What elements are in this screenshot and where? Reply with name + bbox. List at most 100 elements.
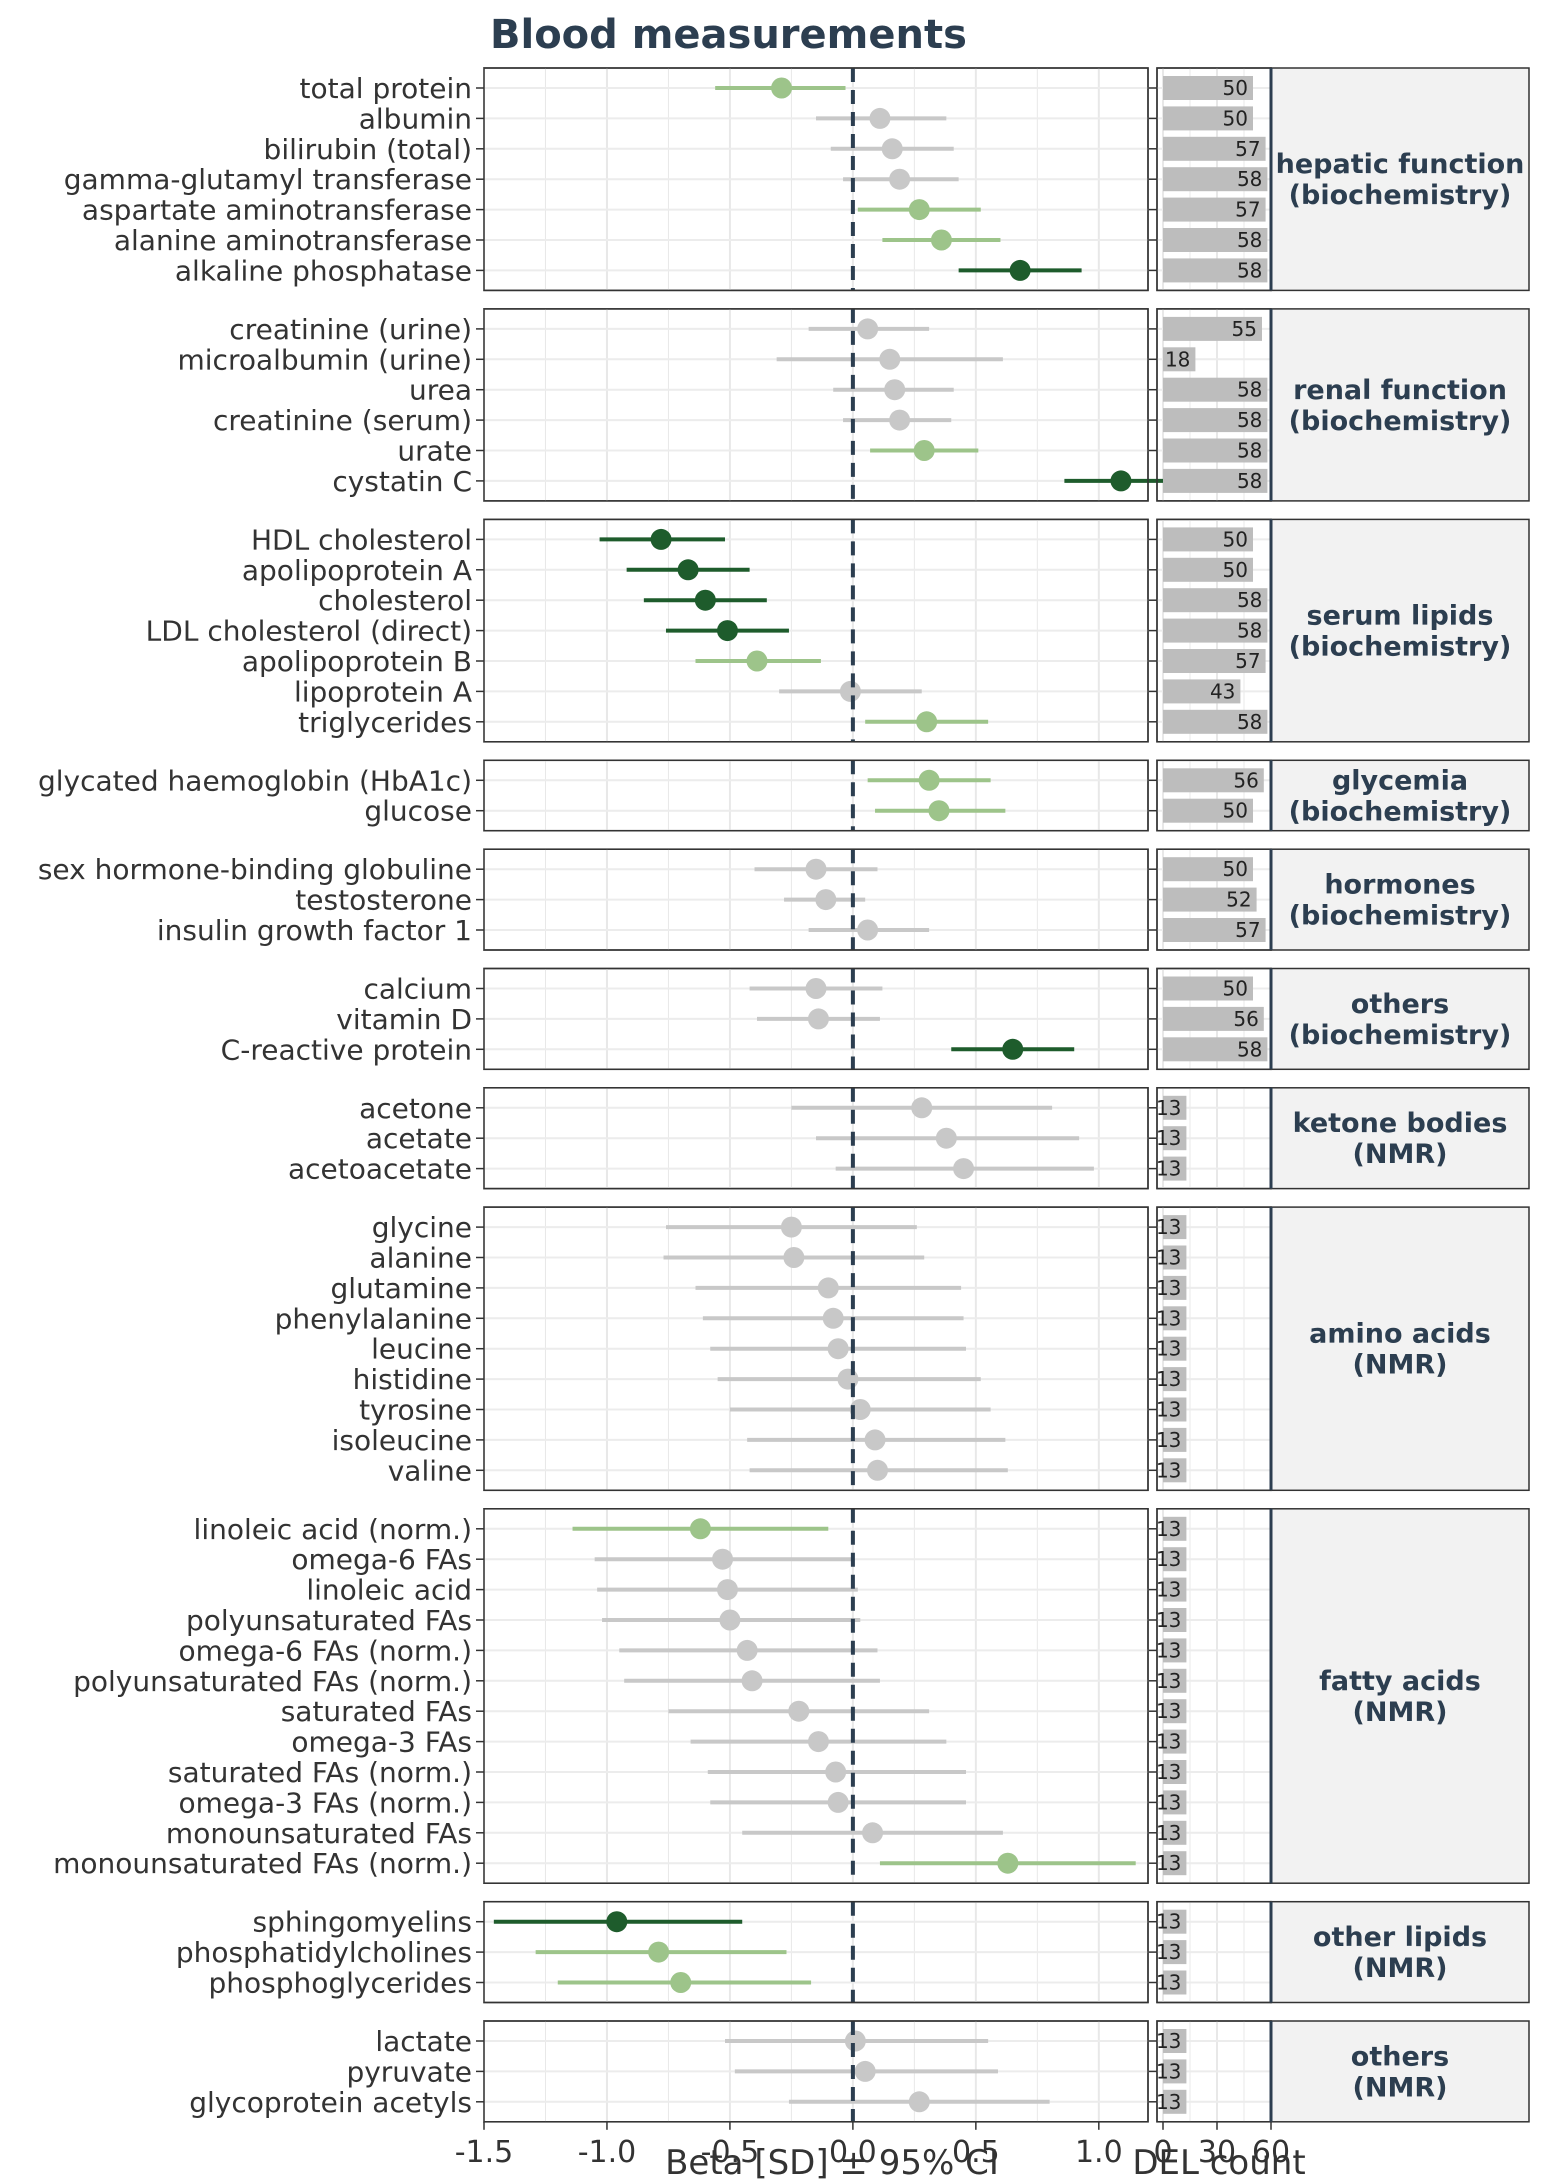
forest-panel-border [483, 1206, 1149, 1492]
count-bar-label: 13 [1156, 1940, 1181, 1964]
group-strip-label-line: amino acids [1309, 1319, 1491, 1350]
count-bar [1163, 857, 1253, 882]
count-bar [1163, 468, 1268, 493]
estimate-point [670, 1972, 692, 1993]
group-strip-label-line: other lipids [1313, 1922, 1487, 1953]
count-bar-label: 50 [1223, 799, 1248, 823]
count-x-tick-label: 30 [1198, 2135, 1236, 2170]
y-tick-label: triglycerides [298, 706, 472, 739]
count-bar [1163, 408, 1268, 433]
count-bar-label: 13 [1156, 1306, 1181, 1330]
count-bar [1163, 1790, 1187, 1815]
y-tick-label: phosphoglycerides [208, 1967, 472, 2000]
forest-panel-frame [483, 308, 1149, 502]
group-strip-label: fatty acids (NMR) [1319, 1666, 1481, 1728]
group-strip-label: ketone bodies (NMR) [1293, 1108, 1508, 1170]
y-tick-label: leucine [371, 1333, 472, 1366]
forest-panel-frame [483, 759, 1149, 832]
strip-panel [1270, 967, 1530, 1071]
y-tick-label: microalbumin (urine) [178, 343, 473, 376]
y-tick-label: lactate [375, 2025, 472, 2058]
count-bar [1163, 1458, 1187, 1483]
y-tick-label: polyunsaturated FAs [186, 1604, 472, 1637]
y-tick-label: lipoprotein A [294, 675, 472, 708]
count-bar [1163, 887, 1257, 912]
count-bar [1163, 377, 1268, 402]
group-strip-label-line: glycemia [1332, 766, 1468, 797]
x-tick-label: 0.5 [952, 2135, 1000, 2170]
count-bar [1163, 798, 1253, 823]
count-bar [1163, 258, 1268, 283]
count-bar-label: 13 [1156, 1790, 1181, 1814]
estimate-point [857, 318, 879, 340]
y-tick-label: tyrosine [359, 1394, 472, 1427]
count-bar [1163, 1668, 1187, 1693]
count-bar-label: 13 [1156, 1971, 1181, 1995]
strip-panel [1270, 1087, 1530, 1190]
group-strip-label-line: (biochemistry) [1289, 901, 1512, 932]
count-bar [1163, 1577, 1187, 1602]
y-tick-label: glycoprotein acetyls [189, 2086, 472, 2119]
count-bar [1163, 136, 1266, 161]
count-bar [1163, 167, 1268, 192]
x-tick-label: 1.0 [1075, 2135, 1123, 2170]
count-bar [1163, 1940, 1187, 1965]
group-strip-label-line: (NMR) [1353, 2072, 1448, 2103]
count-bar-label: 58 [1237, 258, 1262, 282]
count-bar [1163, 2029, 1187, 2053]
y-tick-label: albumin [359, 102, 472, 135]
forest-panel-border [483, 848, 1149, 951]
count-bar-label: 13 [1156, 1547, 1181, 1571]
count-bar [1163, 527, 1253, 552]
estimate-point [916, 711, 938, 733]
count-bar-label: 52 [1226, 888, 1251, 912]
strip-panel [1270, 2020, 1530, 2123]
estimate-point [805, 978, 827, 999]
estimate-point [935, 1127, 957, 1149]
y-tick-label: apolipoprotein B [242, 645, 472, 678]
y-tick-label: saturated FAs [281, 1695, 472, 1728]
y-tick-label: acetone [359, 1092, 472, 1125]
estimate-point [953, 1158, 975, 1180]
estimate-point [1002, 1038, 1024, 1060]
count-bar [1163, 1006, 1264, 1031]
count-bar [1163, 1851, 1187, 1876]
y-tick-label: histidine [353, 1363, 472, 1396]
y-tick-label: polyunsaturated FAs (norm.) [73, 1665, 472, 1698]
count-bar-label: 13 [1156, 1096, 1181, 1120]
count-bar [1163, 197, 1266, 222]
y-tick-label: testosterone [295, 884, 472, 917]
estimate-point [864, 1429, 886, 1451]
group-strip-label: other lipids (NMR) [1313, 1922, 1487, 1984]
y-tick-label: aspartate aminotransferase [82, 194, 472, 227]
count-bar-label: 58 [1237, 1037, 1262, 1061]
estimate-point [716, 620, 738, 642]
y-tick-label: omega-6 FAs [291, 1543, 472, 1576]
strip-panel [1270, 1206, 1530, 1492]
count-bar [1163, 1367, 1187, 1392]
y-tick-label: glycated haemoglobin (HbA1c) [38, 764, 472, 797]
estimate-point [689, 1518, 711, 1540]
estimate-point [1110, 470, 1132, 492]
count-bar [1163, 588, 1268, 613]
estimate-point [805, 858, 827, 880]
strip-panel [1270, 1900, 1530, 2004]
count-bar [1163, 316, 1262, 341]
count-bar [1163, 76, 1253, 100]
y-tick-label: bilirubin (total) [264, 133, 472, 166]
count-bar [1163, 1275, 1187, 1300]
group-strip-label-line: (biochemistry) [1289, 180, 1512, 211]
count-bar [1163, 1638, 1187, 1663]
group-strip-label: renal function (biochemistry) [1289, 375, 1512, 437]
count-bar-label: 13 [1156, 2090, 1181, 2114]
count-bar-label: 13 [1156, 1578, 1181, 1602]
x-tick-label: -1.5 [455, 2135, 514, 2170]
count-bar [1163, 1037, 1268, 1062]
count-bar-label: 13 [1156, 1337, 1181, 1361]
group-strip-label: others (NMR) [1351, 2041, 1449, 2103]
count-bar-label: 18 [1165, 347, 1190, 371]
count-bar [1163, 1699, 1187, 1724]
y-tick-label: creatinine (serum) [213, 404, 472, 437]
estimate-point [911, 1097, 933, 1119]
